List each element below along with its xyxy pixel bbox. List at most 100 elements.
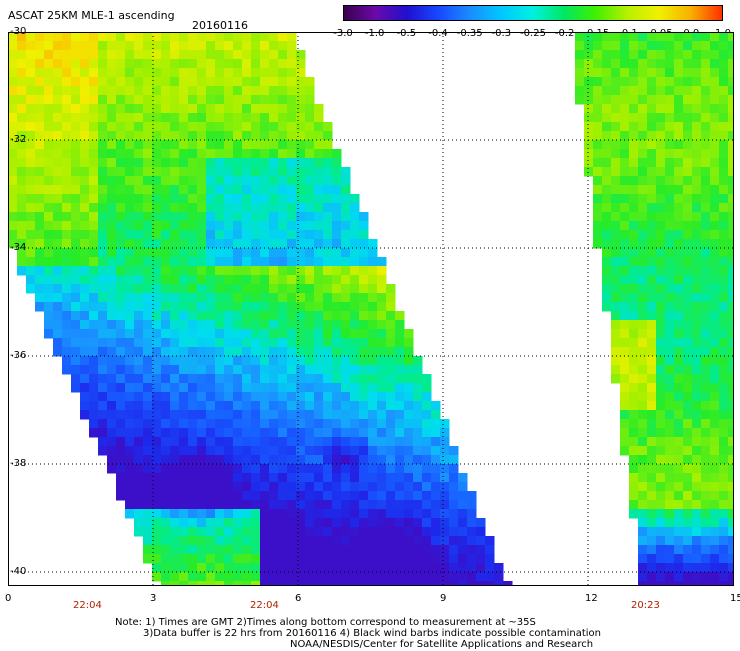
swath-cell (656, 41, 666, 51)
swath-cell (170, 500, 180, 510)
swath-cell (611, 329, 621, 339)
swath-cell (638, 473, 648, 483)
swath-cell (161, 275, 171, 285)
swath-cell (467, 527, 477, 537)
swath-cell (656, 482, 666, 492)
swath-cell (143, 248, 153, 258)
swath-cell (206, 158, 216, 168)
swath-cell (305, 527, 315, 537)
swath-cell (233, 419, 243, 429)
swath-cell (143, 212, 153, 222)
swath-cell (206, 509, 216, 519)
swath-cell (89, 158, 99, 168)
swath-cell (278, 428, 288, 438)
swath-cell (215, 59, 225, 69)
swath-cell (656, 320, 666, 330)
swath-cell (656, 77, 666, 87)
swath-cell (332, 536, 342, 546)
swath-cell (323, 275, 333, 285)
swath-cell (215, 509, 225, 519)
swath-cell (251, 446, 261, 456)
swath-cell (719, 239, 729, 249)
swath-cell (152, 554, 162, 564)
swath-cell (377, 338, 387, 348)
swath-cell (188, 266, 198, 276)
swath-cell (377, 446, 387, 456)
swath-cell (17, 221, 27, 231)
swath-cell (179, 518, 189, 528)
swath-cell (152, 419, 162, 429)
swath-cell (242, 500, 252, 510)
swath-cell (701, 482, 711, 492)
swath-cell (188, 518, 198, 528)
swath-cell (701, 410, 711, 420)
swath-cell (710, 365, 720, 375)
swath-cell (206, 518, 216, 528)
swath-cell (638, 545, 648, 555)
swath-cell (323, 140, 333, 150)
footnote-line-1: Note: 1) Times are GMT 2)Times along bot… (115, 617, 536, 628)
swath-cell (134, 428, 144, 438)
swath-cell (278, 338, 288, 348)
swath-cell (404, 428, 414, 438)
swath-cell (629, 131, 639, 141)
swath-cell (269, 338, 279, 348)
swath-cell (701, 464, 711, 474)
swath-cell (728, 275, 734, 285)
swath-cell (656, 203, 666, 213)
swath-cell (278, 32, 288, 42)
swath-cell (125, 41, 135, 51)
swath-cell (674, 32, 684, 42)
swath-cell (224, 95, 234, 105)
swath-cell (80, 401, 90, 411)
swath-cell (647, 167, 657, 177)
swath-cell (62, 212, 72, 222)
swath-cell (665, 122, 675, 132)
swath-cell (332, 383, 342, 393)
swath-cell (341, 473, 351, 483)
swath-cell (287, 32, 297, 42)
swath-cell (179, 419, 189, 429)
swath-cell (620, 221, 630, 231)
swath-cell (116, 266, 126, 276)
swath-cell (53, 185, 63, 195)
swath-cell (26, 122, 36, 132)
swath-cell (728, 464, 734, 474)
swath-cell (107, 248, 117, 258)
swath-cell (710, 527, 720, 537)
swath-cell (206, 545, 216, 555)
swath-cell (377, 473, 387, 483)
swath-cell (341, 365, 351, 375)
swath-cell (35, 77, 45, 87)
swath-cell (359, 275, 369, 285)
swath-cell (620, 239, 630, 249)
swath-cell (404, 572, 414, 582)
swath-cell (386, 347, 396, 357)
swath-cell (728, 194, 734, 204)
swath-cell (143, 50, 153, 60)
swath-cell (368, 383, 378, 393)
swath-cell (134, 86, 144, 96)
swath-cell (35, 212, 45, 222)
swath-cell (656, 446, 666, 456)
swath-cell (197, 149, 207, 159)
swath-cell (683, 203, 693, 213)
swath-cell (323, 131, 333, 141)
swath-cell (647, 437, 657, 447)
swath-cell (296, 68, 306, 78)
swath-cell (413, 500, 423, 510)
swath-cell (314, 383, 324, 393)
swath-cell (656, 284, 666, 294)
swath-cell (386, 545, 396, 555)
swath-cell (368, 374, 378, 384)
swath-cell (224, 311, 234, 321)
swath-cell (701, 113, 711, 123)
swath-cell (728, 104, 734, 114)
swath-cell (701, 284, 711, 294)
swath-cell (206, 122, 216, 132)
swath-cell (350, 482, 360, 492)
swath-cell (305, 311, 315, 321)
swath-cell (395, 572, 405, 582)
swath-cell (314, 257, 324, 267)
swath-cell (629, 275, 639, 285)
